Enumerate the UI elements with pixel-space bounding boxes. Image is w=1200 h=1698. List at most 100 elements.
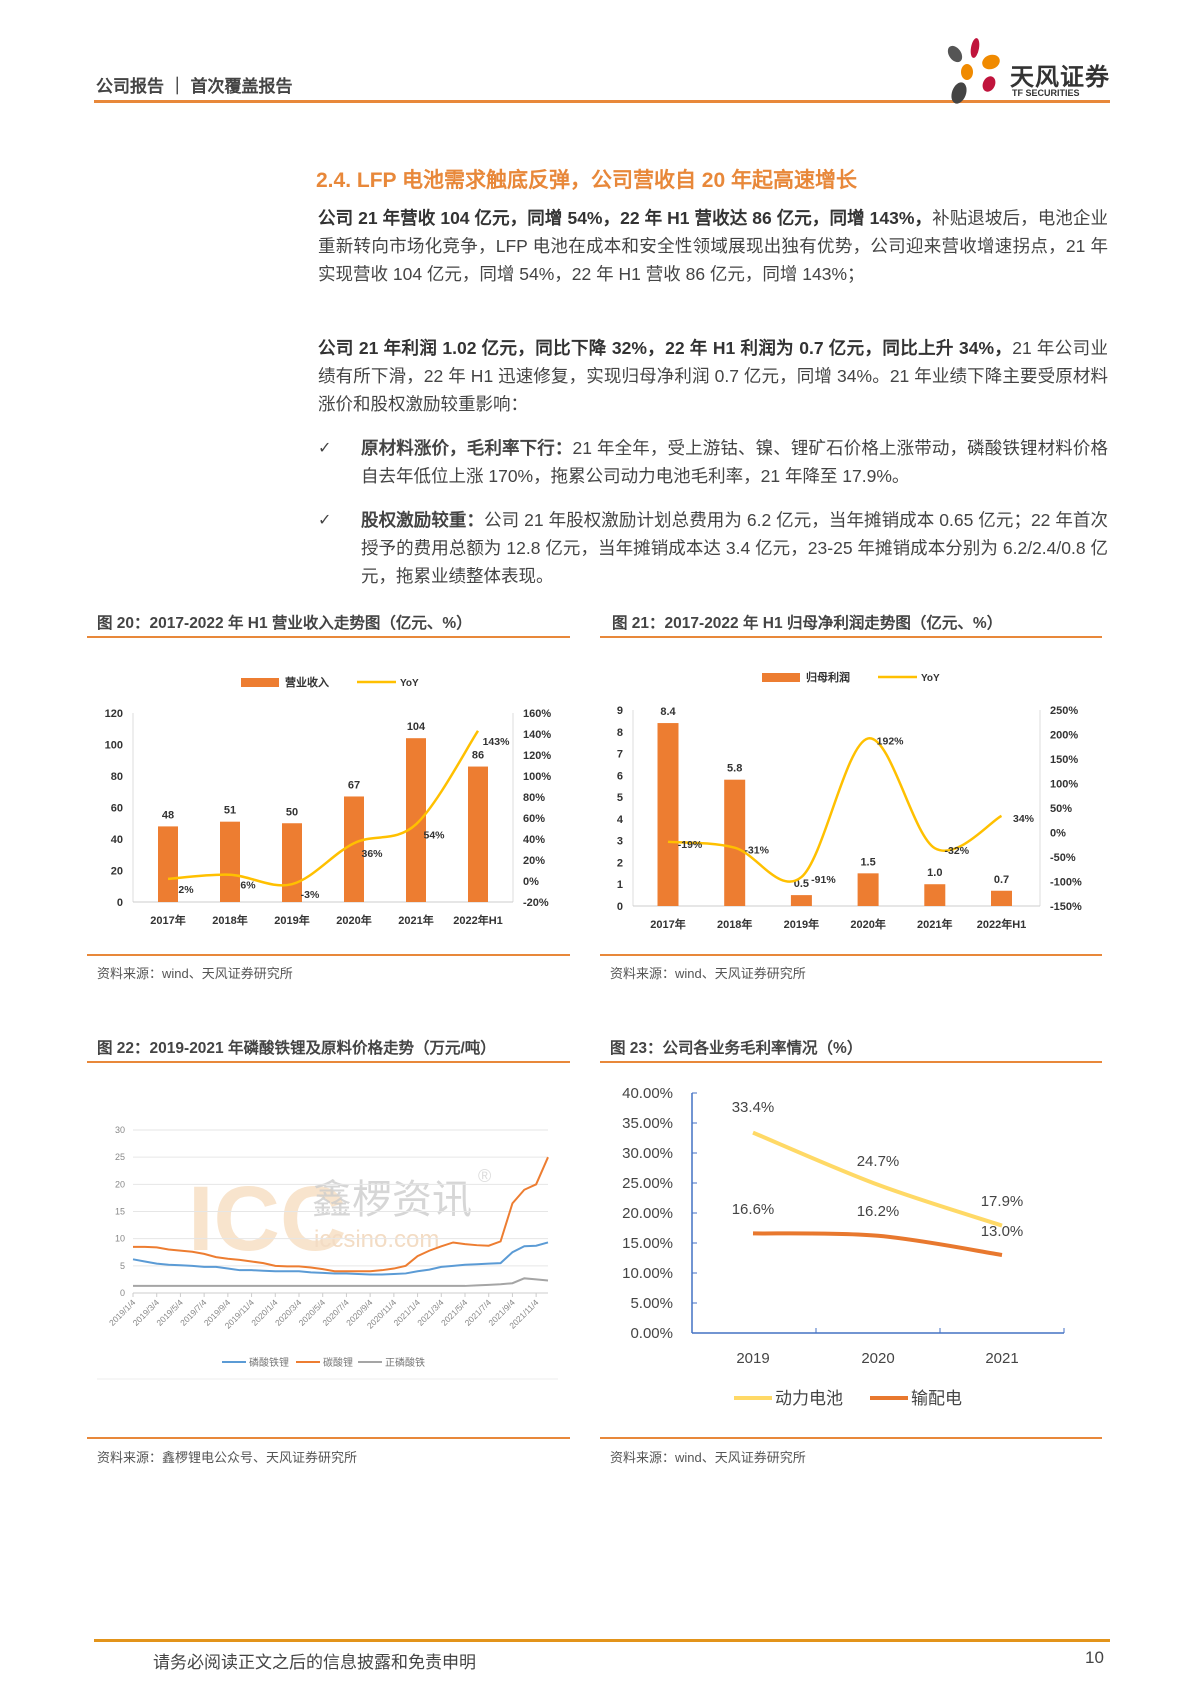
x-tick-label: 2020年 bbox=[850, 917, 885, 931]
paragraph-profit: 公司 21 年利润 1.02 亿元，同比下降 32%，22 年 H1 利润为 0… bbox=[318, 334, 1108, 418]
y-tick-label: 10.00% bbox=[622, 1265, 673, 1282]
footer-divider bbox=[94, 1639, 1110, 1642]
y2-tick-label: -50% bbox=[1050, 852, 1076, 864]
y-tick-label: 15 bbox=[115, 1207, 125, 1217]
watermark-reg: ® bbox=[478, 1166, 491, 1186]
figure-23-top-rule bbox=[600, 1061, 1102, 1063]
figure-22-source: 资料来源：鑫椤锂电公众号、天风证券研究所 bbox=[97, 1450, 358, 1465]
watermark-logo: ICC bbox=[188, 1168, 346, 1270]
bar bbox=[857, 873, 879, 906]
legend-label: 归母利润 bbox=[806, 670, 850, 684]
y-tick-label: 5.00% bbox=[630, 1295, 673, 1312]
margin-series-line bbox=[752, 1130, 1003, 1228]
y-tick-label: 60 bbox=[111, 803, 123, 815]
y2-tick-label: -20% bbox=[523, 897, 549, 909]
y2-tick-label: 140% bbox=[523, 729, 551, 741]
header-divider bbox=[94, 100, 1110, 103]
legend-label: 碳酸锂 bbox=[323, 1356, 353, 1369]
y-tick-label: 4 bbox=[617, 814, 624, 826]
check-icon: ✓ bbox=[318, 440, 332, 457]
bar-value-label: 86 bbox=[472, 750, 484, 762]
y-tick-label: 40 bbox=[111, 834, 123, 846]
data-label: 24.7% bbox=[857, 1153, 900, 1170]
y-tick-label: 10 bbox=[115, 1234, 125, 1244]
y-tick-label: 80 bbox=[111, 771, 123, 783]
yoy-line bbox=[667, 737, 1003, 883]
yoy-value-label: -31% bbox=[744, 845, 769, 857]
y2-tick-label: 60% bbox=[523, 813, 545, 825]
legend-label: 营业收入 bbox=[285, 675, 329, 689]
y-tick-label: 0 bbox=[120, 1288, 125, 1298]
yoy-value-label: -3% bbox=[301, 889, 320, 901]
bullet-raw-material: 原材料涨价，毛利率下行：21 年全年，受上游钴、镍、锂矿石价格上涨带动，磷酸铁锂… bbox=[361, 434, 1108, 490]
bullet-equity-incentive: 股权激励较重：公司 21 年股权激励计划总费用为 6.2 亿元，当年摊销成本 0… bbox=[361, 506, 1108, 590]
figure-20-title: 图 20：2017-2022 年 H1 营业收入走势图（亿元、%） bbox=[97, 615, 472, 632]
section-title: 2.4. LFP 电池需求触底反弹，公司营收自 20 年起高速增长 bbox=[316, 169, 858, 192]
y-tick-label: 9 bbox=[617, 705, 623, 717]
legend-label: 动力电池 bbox=[775, 1389, 843, 1408]
bar bbox=[657, 723, 679, 906]
y2-tick-label: 150% bbox=[1050, 754, 1078, 766]
yoy-value-label: 36% bbox=[361, 848, 383, 860]
yoy-value-label: 34% bbox=[1013, 813, 1035, 825]
legend-label: YoY bbox=[400, 678, 419, 689]
bullet-body: 公司 21 年股权激励计划总费用为 6.2 亿元，当年摊销成本 0.65 亿元；… bbox=[361, 510, 1109, 586]
bar bbox=[158, 826, 178, 902]
y2-tick-label: -150% bbox=[1050, 901, 1082, 913]
bar bbox=[790, 895, 812, 906]
data-label: 17.9% bbox=[981, 1193, 1024, 1210]
y-tick-label: 0 bbox=[617, 901, 623, 913]
bullet-lead: 原材料涨价，毛利率下行： bbox=[361, 438, 573, 458]
legend-bar-swatch bbox=[762, 673, 800, 682]
figure-20-top-rule bbox=[87, 636, 570, 638]
margin-series-line bbox=[752, 1231, 1003, 1257]
y2-tick-label: 0% bbox=[523, 876, 539, 888]
y2-tick-label: 160% bbox=[523, 708, 551, 720]
figure-21-title: 图 21：2017-2022 年 H1 归母净利润走势图（亿元、%） bbox=[612, 615, 1003, 632]
y-tick-label: 30.00% bbox=[622, 1145, 673, 1162]
y-tick-label: 30 bbox=[115, 1125, 125, 1135]
bar-value-label: 5.8 bbox=[727, 763, 742, 775]
bar-value-label: 104 bbox=[407, 721, 426, 733]
data-label: 13.0% bbox=[981, 1223, 1024, 1240]
figure-21-bottom-rule bbox=[600, 954, 1102, 956]
figure-22-title: 图 22：2019-2021 年磷酸铁锂及原料价格走势（万元/吨） bbox=[97, 1040, 496, 1057]
logo-text-en: TF SECURITIES bbox=[1012, 88, 1080, 98]
y2-tick-label: 100% bbox=[523, 771, 551, 783]
paragraph-revenue: 公司 21 年营收 104 亿元，同增 54%，22 年 H1 营收达 86 亿… bbox=[318, 204, 1108, 288]
y-tick-label: 25.00% bbox=[622, 1175, 673, 1192]
bar-value-label: 1.0 bbox=[927, 867, 942, 879]
bar-value-label: 51 bbox=[224, 805, 236, 817]
paragraph-body: 21 年公司业绩有所下滑，22 年 H1 迅速修复，实现归母净利润 0.7 亿元… bbox=[318, 338, 1108, 414]
y2-tick-label: 80% bbox=[523, 792, 545, 804]
page-number: 10 bbox=[1085, 1648, 1104, 1667]
x-tick-label: 2019年 bbox=[784, 917, 819, 931]
x-tick-label: 2017年 bbox=[150, 913, 185, 927]
bar bbox=[924, 884, 946, 906]
bar bbox=[220, 821, 240, 902]
y2-tick-label: 50% bbox=[1050, 803, 1072, 815]
yoy-value-label: -91% bbox=[811, 874, 836, 886]
yoy-value-label: 143% bbox=[483, 736, 511, 748]
x-tick-label: 2021年 bbox=[398, 913, 433, 927]
y-tick-label: 15.00% bbox=[622, 1235, 673, 1252]
legend-label: 正磷酸铁 bbox=[385, 1356, 425, 1369]
y2-tick-label: 20% bbox=[523, 855, 545, 867]
yoy-line bbox=[167, 730, 480, 887]
y2-tick-label: 250% bbox=[1050, 705, 1078, 717]
legend-label: 磷酸铁锂 bbox=[249, 1356, 289, 1369]
x-tick-label: 2019 bbox=[736, 1350, 769, 1367]
y-tick-label: 20 bbox=[115, 1179, 125, 1189]
y-tick-label: 100 bbox=[105, 740, 123, 752]
y-tick-label: 0.00% bbox=[630, 1325, 673, 1342]
y-tick-label: 7 bbox=[617, 749, 623, 761]
price-series-line bbox=[133, 1156, 549, 1273]
figure-22-top-rule bbox=[87, 1061, 570, 1063]
y2-tick-label: 100% bbox=[1050, 779, 1078, 791]
watermark-url: iccsino.com bbox=[314, 1226, 439, 1253]
x-tick-label: 2018年 bbox=[717, 917, 752, 931]
data-label: 33.4% bbox=[732, 1099, 775, 1116]
y-tick-label: 40.00% bbox=[622, 1085, 673, 1102]
bar-value-label: 1.5 bbox=[860, 856, 875, 868]
